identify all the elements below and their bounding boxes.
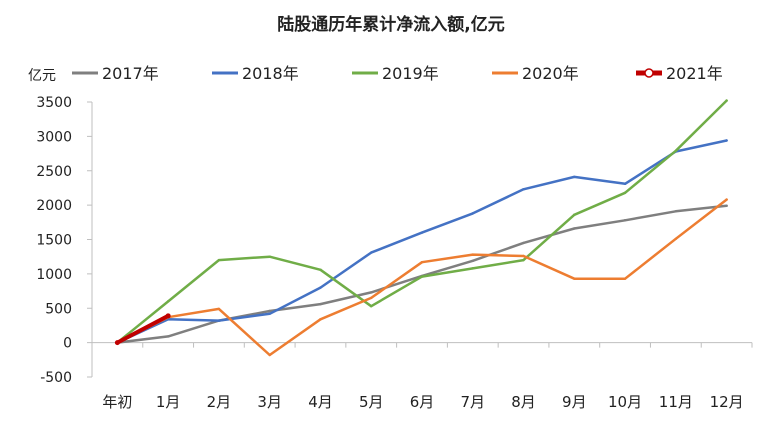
data-point bbox=[420, 231, 424, 234]
y-tick-label: 1000 bbox=[36, 267, 72, 283]
data-point bbox=[370, 304, 373, 308]
x-tick-label: 10月 bbox=[608, 393, 642, 411]
data-point bbox=[420, 275, 424, 278]
data-point bbox=[166, 335, 170, 338]
data-point bbox=[370, 251, 373, 254]
data-point bbox=[573, 277, 576, 280]
data-point bbox=[268, 309, 271, 313]
data-point bbox=[471, 212, 474, 215]
data-point bbox=[725, 204, 728, 208]
legend-label: 2018年 bbox=[242, 64, 299, 83]
y-axis: -500 0 500 1000 1500 2000 2500 3000 3500 bbox=[36, 95, 93, 386]
data-point bbox=[166, 300, 170, 303]
chart-title: 陆股通历年累计净流入额,亿元 bbox=[277, 14, 504, 35]
data-point bbox=[370, 296, 373, 300]
legend-label: 2020年 bbox=[522, 64, 579, 83]
data-point bbox=[522, 254, 525, 258]
data-point bbox=[165, 313, 171, 319]
data-point bbox=[725, 99, 728, 102]
data-point bbox=[573, 227, 576, 230]
series-line-2018年 bbox=[116, 139, 728, 344]
data-point bbox=[623, 191, 627, 194]
series-line-2019年 bbox=[116, 99, 728, 344]
legend-label: 2019年 bbox=[382, 64, 439, 83]
y-tick-label: -500 bbox=[40, 370, 72, 386]
x-tick-label: 1月 bbox=[156, 393, 181, 411]
data-point bbox=[268, 312, 271, 315]
data-point bbox=[471, 259, 474, 263]
y-tick-label: 3000 bbox=[36, 129, 72, 145]
x-tick-label: 5月 bbox=[359, 393, 384, 411]
x-tick-label: 2月 bbox=[207, 393, 232, 411]
x-tick-label: 年初 bbox=[102, 393, 132, 411]
data-point bbox=[268, 353, 271, 357]
legend-label: 2017年 bbox=[102, 64, 159, 83]
data-point bbox=[674, 210, 678, 213]
data-point bbox=[370, 291, 373, 294]
data-point bbox=[471, 253, 474, 256]
x-tick-label: 7月 bbox=[460, 393, 485, 411]
x-tick-label: 6月 bbox=[410, 393, 435, 411]
data-point bbox=[268, 255, 271, 258]
data-point bbox=[522, 241, 525, 245]
data-point bbox=[573, 175, 576, 179]
x-tick-label: 4月 bbox=[308, 393, 333, 411]
y-axis-unit-label: 亿元 bbox=[28, 68, 56, 84]
data-point bbox=[674, 149, 678, 153]
legend-label: 2021年 bbox=[666, 64, 723, 83]
data-point bbox=[573, 213, 576, 216]
x-tick-label: 11月 bbox=[659, 393, 693, 411]
y-tick-label: 500 bbox=[45, 301, 72, 317]
y-tick-label: 2500 bbox=[36, 164, 72, 180]
series-line-2017年 bbox=[116, 204, 728, 344]
x-tick-label: 9月 bbox=[562, 393, 587, 411]
data-point bbox=[319, 268, 322, 271]
y-tick-label: 2000 bbox=[36, 198, 72, 214]
data-point bbox=[471, 267, 474, 270]
data-point bbox=[623, 182, 627, 186]
data-point bbox=[217, 319, 221, 322]
legend: 2017年 2018年 2019年 2020年 2021年 bbox=[72, 64, 723, 83]
data-point bbox=[522, 188, 525, 191]
data-point bbox=[319, 318, 322, 321]
data-point bbox=[623, 277, 627, 280]
y-tick-label: 1500 bbox=[36, 233, 72, 249]
y-tick-label: 3500 bbox=[36, 95, 72, 111]
data-point bbox=[522, 258, 525, 262]
data-point bbox=[623, 219, 627, 222]
x-tick-label: 8月 bbox=[511, 393, 536, 411]
data-point bbox=[217, 307, 221, 311]
data-point bbox=[319, 302, 322, 306]
legend-marker bbox=[644, 68, 654, 78]
data-point bbox=[725, 139, 728, 142]
data-point bbox=[725, 198, 728, 201]
y-tick-label: 0 bbox=[63, 336, 72, 352]
data-point bbox=[674, 237, 678, 241]
x-tick-label: 12月 bbox=[710, 393, 744, 411]
data-point bbox=[420, 260, 424, 264]
data-point bbox=[114, 340, 120, 346]
data-point bbox=[217, 258, 221, 262]
series-group bbox=[114, 99, 728, 357]
data-point bbox=[319, 286, 322, 289]
series-line-2021年 bbox=[115, 313, 171, 345]
x-tick-label: 3月 bbox=[257, 393, 282, 411]
x-axis: 年初 1月 2月 3月 4月 5月 6月 7月 8月 9月 10月 11月 12月 bbox=[91, 342, 753, 411]
